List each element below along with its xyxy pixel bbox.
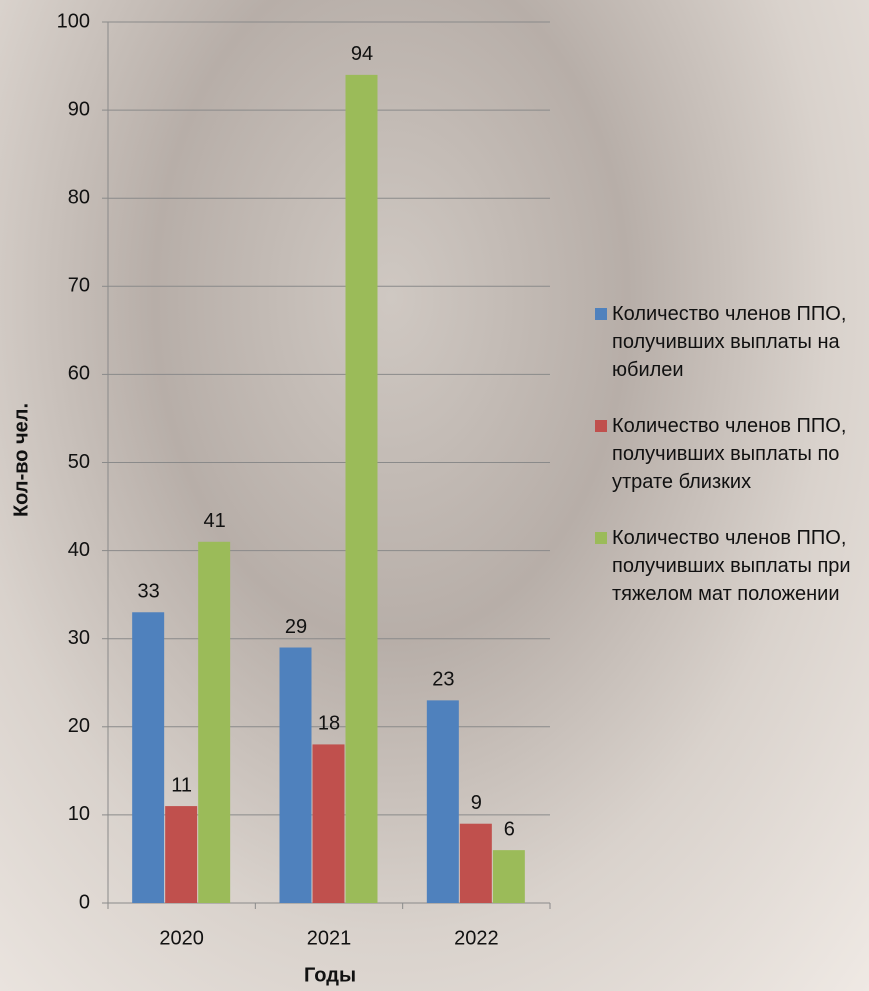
bar [345, 74, 378, 904]
legend: Количество членов ППО, получивших выплат… [592, 300, 857, 636]
legend-swatch [595, 532, 607, 544]
bar [492, 850, 525, 903]
x-tick-label: 2022 [454, 927, 499, 949]
value-label: 6 [504, 818, 515, 840]
y-tick-label: 60 [68, 363, 90, 385]
y-tick-label: 70 [68, 275, 90, 297]
legend-swatch [595, 420, 607, 432]
bar [459, 823, 492, 903]
value-label: 9 [471, 792, 482, 814]
value-label: 11 [171, 774, 192, 796]
y-tick-label: 20 [68, 715, 90, 737]
x-axis-title: Годы [304, 964, 356, 986]
bar [279, 647, 312, 903]
value-label: 29 [285, 616, 307, 638]
x-tick-label: 2020 [159, 927, 204, 949]
y-tick-label: 40 [68, 539, 90, 561]
bar [312, 744, 345, 903]
legend-item: Количество членов ППО, получивших выплат… [592, 412, 857, 496]
y-tick-label: 10 [68, 803, 90, 825]
legend-swatch [595, 308, 607, 320]
legend-item: Количество членов ППО, получивших выплат… [592, 524, 857, 608]
legend-item: Количество членов ППО, получивших выплат… [592, 300, 857, 384]
y-tick-label: 50 [68, 451, 90, 473]
value-label: 41 [204, 510, 226, 532]
x-tick-label: 2021 [307, 927, 352, 949]
y-tick-label: 90 [68, 98, 90, 120]
y-tick-label: 100 [57, 10, 90, 32]
y-axis-title: Кол-во чел. [10, 403, 32, 517]
legend-label: Количество членов ППО, получивших выплат… [612, 303, 847, 381]
value-label: 23 [432, 669, 454, 691]
bar [165, 806, 198, 903]
value-label: 18 [318, 713, 340, 735]
legend-label: Количество членов ППО, получивших выплат… [612, 415, 847, 493]
bar [426, 700, 459, 903]
y-tick-label: 30 [68, 627, 90, 649]
y-tick-label: 80 [68, 186, 90, 208]
legend-label: Количество членов ППО, получивших выплат… [612, 527, 851, 605]
value-label: 94 [351, 43, 373, 65]
bar [132, 612, 165, 903]
value-label: 33 [138, 581, 160, 603]
y-tick-label: 0 [79, 891, 90, 913]
bar [198, 541, 231, 903]
